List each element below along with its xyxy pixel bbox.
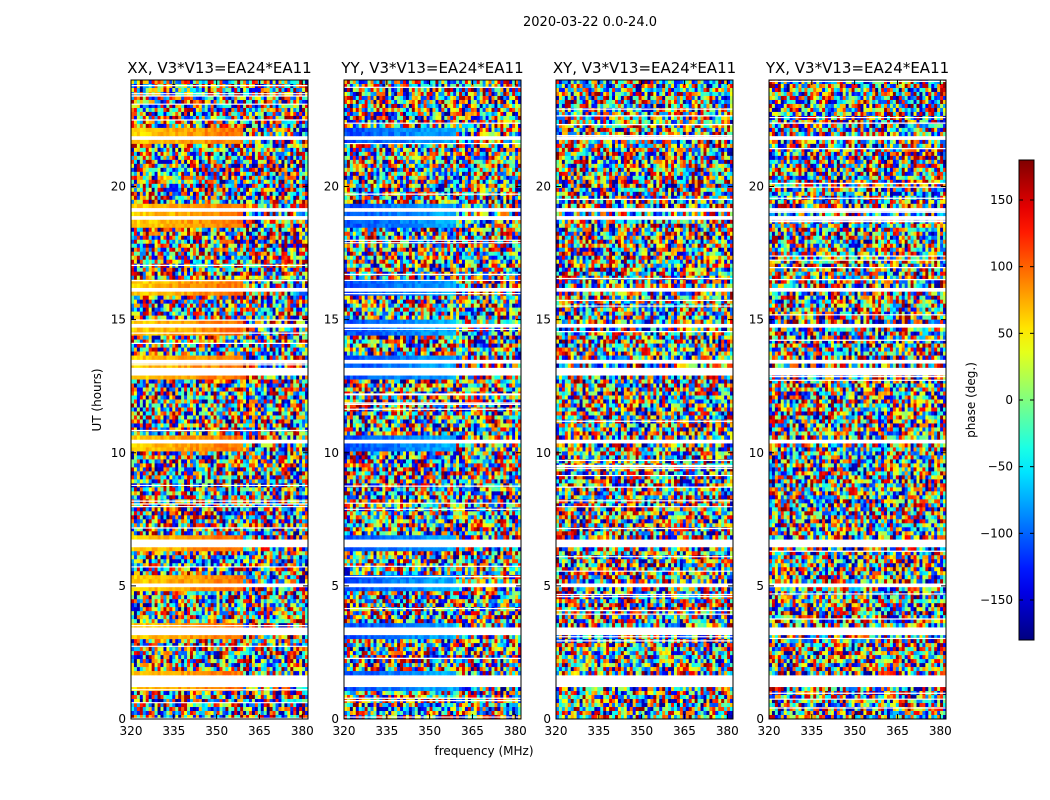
- colorbar-tick-label: −150: [980, 593, 1013, 607]
- y-tick-label: 15: [749, 313, 764, 327]
- colorbar-tick-label: −100: [980, 526, 1013, 540]
- x-tick-label: 350: [843, 724, 866, 738]
- y-tick-label: 20: [749, 180, 764, 194]
- y-tick-label: 15: [324, 313, 339, 327]
- x-tick-label: 350: [630, 724, 653, 738]
- colorbar: −150 −100 −50 0 50 100 150 phase (deg.): [964, 159, 1035, 641]
- phase-cells: [769, 80, 946, 719]
- colorbar-tick-label: 100: [990, 260, 1013, 274]
- y-tick-label: 10: [324, 446, 339, 460]
- y-axis-label: UT (hours): [90, 368, 104, 431]
- y-tick-label: 20: [536, 180, 551, 194]
- y-tick-label: 15: [536, 313, 551, 327]
- colorbar-tick-label: 150: [990, 193, 1013, 207]
- x-tick-label: 320: [333, 724, 356, 738]
- x-tick-label: 335: [587, 724, 610, 738]
- x-tick-label: 365: [461, 724, 484, 738]
- y-tick-label: 10: [536, 446, 551, 460]
- colorbar-tick-label: 50: [998, 326, 1013, 340]
- panel-3: YX, V3*V13=EA24*EA11 0 5 10 15 20 320 335 350 365…: [749, 59, 952, 738]
- panel-group: XX, V3*V13=EA24*EA11 0 5 10 15 20 320 335 350 365…: [111, 59, 952, 738]
- phase-cells: [131, 80, 308, 719]
- x-tick-label: 380: [929, 724, 952, 738]
- phase-cells: [556, 80, 733, 719]
- x-tick-label: 365: [248, 724, 271, 738]
- x-tick-label: 320: [758, 724, 781, 738]
- x-tick-label: 380: [504, 724, 527, 738]
- panel-frame: [768, 79, 947, 720]
- panel-frame: [343, 79, 522, 720]
- y-tick-label: 0: [543, 712, 551, 726]
- x-tick-label: 320: [120, 724, 143, 738]
- panel-title: YY, V3*V13=EA24*EA11: [340, 59, 523, 77]
- x-tick-label: 380: [716, 724, 739, 738]
- y-tick-label: 0: [756, 712, 764, 726]
- x-tick-label: 350: [418, 724, 441, 738]
- y-tick-label: 10: [749, 446, 764, 460]
- panel-frame: [555, 79, 734, 720]
- y-tick-label: 5: [543, 579, 551, 593]
- phase-cells: [344, 80, 521, 719]
- x-tick-label: 380: [291, 724, 314, 738]
- panel-title: XX, V3*V13=EA24*EA11: [127, 59, 311, 77]
- x-tick-label: 365: [673, 724, 696, 738]
- x-tick-label: 320: [545, 724, 568, 738]
- y-tick-label: 15: [111, 313, 126, 327]
- panel-1: YY, V3*V13=EA24*EA11 0 5 10 15 20 320 335 350 365…: [324, 59, 527, 738]
- figure-title: 2020-03-22 0.0-24.0: [523, 15, 657, 30]
- y-tick-label: 20: [324, 180, 339, 194]
- x-tick-label: 335: [800, 724, 823, 738]
- colorbar-tick-label: 0: [1005, 393, 1013, 407]
- y-tick-label: 0: [118, 712, 126, 726]
- panel-2: XY, V3*V13=EA24*EA11 0 5 10 15 20 320 335 350 365…: [536, 59, 739, 738]
- panel-title: XY, V3*V13=EA24*EA11: [553, 59, 736, 77]
- panel-0: XX, V3*V13=EA24*EA11 0 5 10 15 20 320 335 350 365…: [111, 59, 314, 738]
- colorbar-tick-label: −50: [988, 460, 1013, 474]
- x-tick-label: 335: [162, 724, 185, 738]
- panel-title: YX, V3*V13=EA24*EA11: [765, 59, 949, 77]
- y-tick-label: 5: [118, 579, 126, 593]
- y-tick-label: 10: [111, 446, 126, 460]
- x-tick-label: 365: [886, 724, 909, 738]
- x-axis-label: frequency (MHz): [434, 744, 533, 758]
- x-tick-label: 335: [375, 724, 398, 738]
- panel-frame: [130, 79, 309, 720]
- y-tick-label: 5: [756, 579, 764, 593]
- y-tick-label: 20: [111, 180, 126, 194]
- colorbar-label: phase (deg.): [964, 362, 978, 438]
- y-tick-label: 0: [331, 712, 339, 726]
- y-tick-label: 5: [331, 579, 339, 593]
- x-tick-label: 350: [205, 724, 228, 738]
